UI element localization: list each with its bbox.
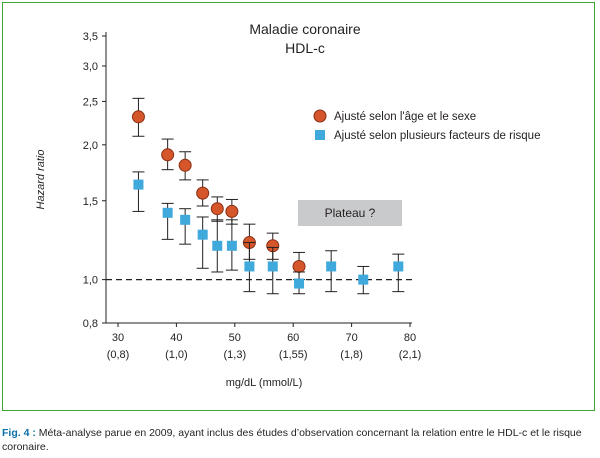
data-point-square — [133, 179, 144, 190]
y-tick-label: 3,0 — [83, 61, 98, 73]
x-axis-label: mg/dL (mmol/L) — [226, 377, 303, 389]
data-point-square — [326, 261, 337, 272]
x-tick-label: 80 — [404, 332, 416, 344]
data-point-circle — [210, 202, 224, 216]
x-tick-sublabel: (0,8) — [107, 349, 130, 361]
data-point-circle — [178, 158, 192, 172]
data-point-square — [212, 240, 223, 251]
data-point-square — [393, 261, 404, 272]
y-tick-label: 0,8 — [83, 318, 98, 330]
chart-title: Maladie coronaire — [249, 21, 361, 37]
data-point-circle — [292, 259, 306, 273]
y-tick-label: 1,5 — [83, 196, 98, 208]
x-tick-sublabel: (2,1) — [399, 349, 422, 361]
chart-title-block: Maladie coronaire HDL-c — [240, 20, 370, 58]
x-tick-label: 40 — [170, 332, 182, 344]
caption-text: Méta-analyse parue en 2009, ayant inclus… — [2, 427, 582, 453]
y-axis-label: Hazard ratio — [35, 150, 47, 210]
x-tick-label: 60 — [287, 332, 299, 344]
chart-subtitle: HDL-c — [285, 40, 325, 56]
x-tick-sublabel: (1,8) — [340, 349, 363, 361]
legend-label: Ajusté selon l'âge et le sexe — [334, 111, 476, 123]
x-tick-label: 30 — [112, 332, 124, 344]
data-point-square — [294, 278, 305, 289]
data-point-circle — [161, 148, 175, 162]
data-point-square — [226, 240, 237, 251]
plateau-annotation-label: Plateau ? — [324, 206, 376, 220]
data-point-square — [267, 261, 278, 272]
y-tick-label: 1,0 — [83, 275, 98, 287]
hazard-ratio-chart: 0,8 1,0 1,5 2,0 2,5 3,0 3,5 30 (0,8) 40 (1,0) 50 (1,… — [35, 31, 540, 389]
data-point-square — [162, 207, 173, 218]
data-point-circle — [131, 110, 145, 124]
caption-prefix: Fig. 4 : — [2, 427, 36, 439]
y-tick-label: 3,5 — [83, 31, 98, 43]
data-point-square — [244, 261, 255, 272]
data-point-square — [180, 214, 191, 225]
y-tick-label: 2,5 — [83, 96, 98, 108]
figure-caption: Fig. 4 : Méta-analyse parue en 2009, aya… — [2, 426, 598, 454]
data-point-circle — [196, 186, 210, 200]
x-tick-label: 70 — [345, 332, 357, 344]
x-tick-sublabel: (1,3) — [223, 349, 246, 361]
plateau-annotation: Plateau ? — [298, 200, 402, 226]
legend-marker-circle — [313, 109, 327, 123]
x-tick-label: 50 — [229, 332, 241, 344]
x-tick-sublabel: (1,0) — [165, 349, 188, 361]
data-point-circle — [225, 204, 239, 218]
legend-marker-square — [315, 130, 325, 140]
x-tick-sublabel: (1,55) — [279, 349, 308, 361]
data-point-square — [197, 229, 208, 240]
legend-label: Ajusté selon plusieurs facteurs de risqu… — [334, 130, 540, 142]
y-tick-label: 2,0 — [83, 140, 98, 152]
data-point-square — [358, 274, 369, 285]
